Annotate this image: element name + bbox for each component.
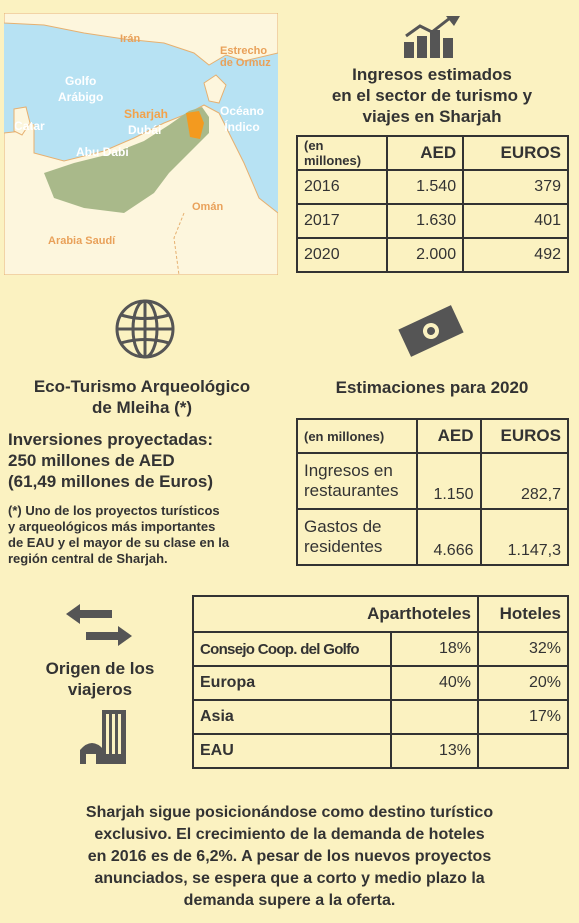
map-label-catar: Catar: [14, 119, 45, 133]
table-row: 2020 2.000 492: [296, 237, 569, 273]
income-header-euros: EUROS: [462, 135, 569, 171]
estimates-euros: 282,7: [479, 452, 569, 510]
income-aed: 2.000: [385, 237, 465, 273]
buildings-icon: [80, 710, 130, 769]
arrows-icon: [66, 604, 132, 651]
map-label-arabia: Arabia Saudí: [48, 235, 116, 247]
eco-investment-line: 250 millones de AED: [8, 451, 175, 470]
income-year: 2017: [296, 203, 388, 239]
estimates-table: (en millones) AED EUROS Ingresos en rest…: [296, 418, 569, 566]
income-title: Ingresos estimados en el sector de turis…: [296, 64, 568, 127]
estimates-label-line: Gastos de: [304, 517, 382, 536]
eco-investment-line: Inversiones proyectadas:: [8, 430, 214, 449]
map-label-ormuz: Estrecho de Ormuz: [220, 45, 271, 69]
estimates-label-line: residentes: [304, 537, 383, 556]
footer-line: en 2016 es de 6,2%. A pesar de los nuevo…: [87, 848, 492, 865]
origin-label: Europa: [192, 665, 392, 701]
estimates-header-euros: EUROS: [479, 418, 569, 454]
income-header-aed: AED: [385, 135, 465, 171]
footer-line: anunciados, se espera que a corto y medi…: [94, 870, 485, 887]
footer-line: demanda supere a la oferta.: [183, 892, 396, 909]
origin-header-apart: Aparthoteles: [192, 595, 479, 633]
map-label-dubai: Dubái: [128, 123, 162, 137]
estimates-header-unit: (en millones): [296, 418, 418, 454]
origin-label: Asia: [192, 699, 392, 735]
estimates-header-aed: AED: [416, 418, 482, 454]
origin-label: Consejo Coop. del Golfo: [192, 631, 392, 667]
income-euros: 492: [462, 237, 569, 273]
income-year: 2016: [296, 169, 388, 205]
map-label-oman: Omán: [192, 201, 224, 213]
estimates-aed: 4.666: [416, 508, 482, 566]
estimates-label-line: Ingresos en: [304, 461, 393, 480]
eco-title-line: de Mleiha (*): [91, 398, 193, 417]
origin-apart: 13%: [390, 733, 479, 769]
income-header-unit: (en millones): [296, 135, 388, 171]
eco-investment-line: (61,49 millones de Euros): [8, 472, 214, 491]
origin-apart: 40%: [390, 665, 479, 701]
estimates-aed: 1.150: [416, 452, 482, 510]
income-title-line: Ingresos estimados: [352, 65, 512, 84]
origin-hotels: 32%: [477, 631, 569, 667]
eco-title: Eco-Turismo Arqueológico de Mleiha (*): [10, 376, 274, 418]
table-row: 2017 1.630 401: [296, 203, 569, 239]
income-euros: 401: [462, 203, 569, 239]
globe-icon: [114, 298, 176, 365]
origin-apart: [390, 699, 479, 735]
footer-summary: Sharjah sigue posicionándose como destin…: [10, 802, 569, 912]
eco-note-line: y arqueológicos más importantes: [8, 519, 216, 534]
table-row: (en millones) AED EUROS: [296, 418, 569, 454]
table-row: Europa 40% 20%: [192, 665, 569, 701]
table-row: Aparthoteles Hoteles: [192, 595, 569, 633]
estimates-label: Gastos de residentes: [296, 508, 418, 566]
income-euros: 379: [462, 169, 569, 205]
origin-hotels: 17%: [477, 699, 569, 735]
origin-title: Origen de los viajeros: [20, 658, 180, 700]
map-label-golfo: Golfo Arábigo: [58, 74, 104, 104]
table-row: Ingresos en restaurantes 1.150 282,7: [296, 452, 569, 510]
eco-note: (*) Uno de los proyectos turísticos y ar…: [8, 503, 288, 567]
eco-title-line: Eco-Turismo Arqueológico: [33, 377, 251, 396]
footer-line: exclusivo. El crecimiento de la demanda …: [94, 826, 485, 843]
estimates-label-line: restaurantes: [304, 481, 399, 500]
income-title-line: viajes en Sharjah: [362, 107, 502, 126]
table-row: 2016 1.540 379: [296, 169, 569, 205]
income-table: (en millones) AED EUROS 2016 1.540 379 2…: [296, 135, 569, 273]
eco-note-line: (*) Uno de los proyectos turísticos: [8, 503, 220, 518]
eco-note-line: región central de Sharjah.: [8, 551, 168, 566]
income-aed: 1.540: [385, 169, 465, 205]
footer-line: Sharjah sigue posicionándose como destin…: [85, 804, 494, 821]
estimates-euros: 1.147,3: [479, 508, 569, 566]
origin-hotels: 20%: [477, 665, 569, 701]
income-year: 2020: [296, 237, 388, 273]
income-aed: 1.630: [385, 203, 465, 239]
table-row: EAU 13%: [192, 733, 569, 769]
region-map: Irán Estrecho de Ormuz Golfo Arábigo Sha…: [4, 13, 278, 275]
income-title-line: en el sector de turismo y: [331, 86, 533, 105]
origin-title-line: Origen de los: [45, 659, 155, 678]
map-graphic: [4, 13, 278, 275]
map-label-oceano: Océano Índico: [220, 104, 265, 134]
table-row: Asia 17%: [192, 699, 569, 735]
map-label-sharjah: Sharjah: [124, 107, 169, 121]
origin-table: Aparthoteles Hoteles Consejo Coop. del G…: [192, 595, 569, 769]
eco-investment: Inversiones proyectadas: 250 millones de…: [8, 429, 288, 492]
banknote-icon: [398, 302, 464, 365]
estimates-label: Ingresos en restaurantes: [296, 452, 418, 510]
estimates-title: Estimaciones para 2020: [335, 378, 529, 397]
origin-hotels: [477, 733, 569, 769]
table-row: (en millones) AED EUROS: [296, 135, 569, 171]
table-row: Consejo Coop. del Golfo 18% 32%: [192, 631, 569, 667]
origin-label: EAU: [192, 733, 392, 769]
map-label-abu-dabi: Abu Dabi: [76, 145, 129, 159]
origin-apart: 18%: [390, 631, 479, 667]
origin-header-hotels: Hoteles: [477, 595, 569, 633]
bar-chart-icon: [402, 14, 464, 65]
map-label-iran: Irán: [120, 33, 141, 45]
table-row: Gastos de residentes 4.666 1.147,3: [296, 508, 569, 566]
eco-note-line: de EAU y el mayor de su clase en la: [8, 535, 230, 550]
origin-title-line: viajeros: [67, 680, 133, 699]
